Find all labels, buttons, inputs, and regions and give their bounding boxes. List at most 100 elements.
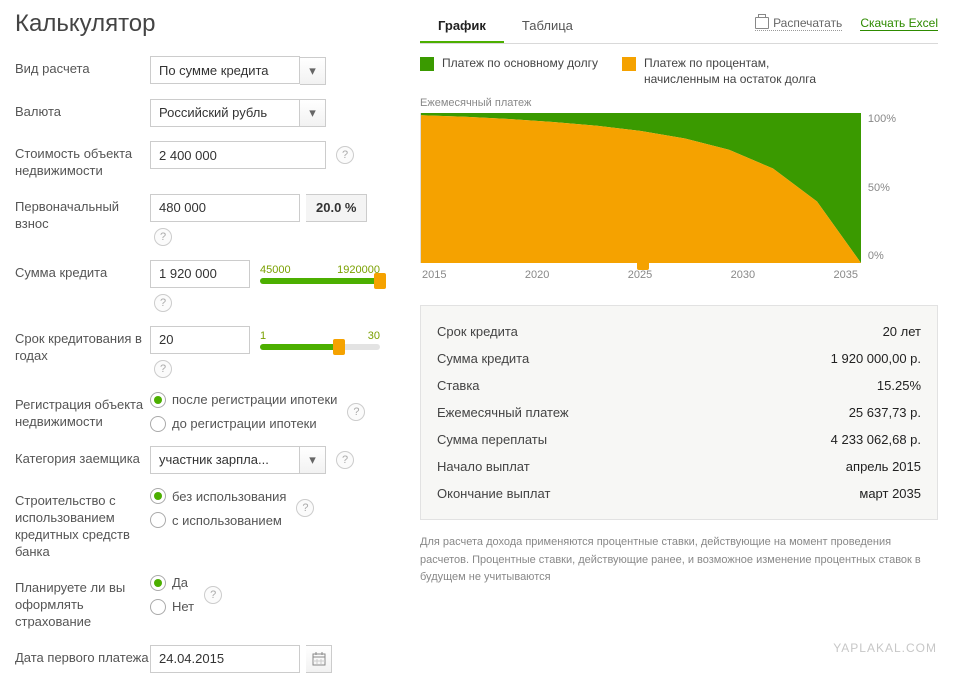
down-payment-pct: 20.0 % bbox=[306, 194, 367, 222]
calc-type-label: Вид расчета bbox=[15, 56, 150, 78]
borrower-category-select[interactable]: участник зарпла...▾ bbox=[150, 446, 326, 475]
summary-row: Ежемесячный платеж 25 637,73 р. bbox=[437, 399, 921, 426]
watermark: YAPLAKAL.COM bbox=[833, 641, 937, 655]
radio-dot-icon bbox=[150, 599, 166, 615]
term-input[interactable] bbox=[150, 326, 250, 354]
print-label: Распечатать bbox=[773, 16, 842, 30]
loan-amount-label: Сумма кредита bbox=[15, 260, 150, 282]
help-icon[interactable]: ? bbox=[154, 360, 172, 378]
calc-type-value: По сумме кредита bbox=[150, 56, 300, 84]
loan-slider-min: 45000 bbox=[260, 264, 291, 276]
radio-label: с использованием bbox=[172, 513, 282, 528]
radio-option[interactable]: до регистрации ипотеки bbox=[150, 416, 337, 432]
help-icon[interactable]: ? bbox=[336, 451, 354, 469]
excel-link[interactable]: Скачать Excel bbox=[860, 16, 938, 31]
construction-label: Строительство с использованием кредитных… bbox=[15, 488, 150, 561]
summary-value: 15.25% bbox=[877, 378, 921, 393]
payment-chart: 100%50%0% bbox=[420, 113, 860, 263]
chart-title: Ежемесячный платеж bbox=[420, 97, 938, 109]
summary-value: 25 637,73 р. bbox=[849, 405, 921, 420]
summary-label: Сумма переплаты bbox=[437, 432, 547, 447]
y-tick-label: 0% bbox=[868, 250, 896, 262]
summary-label: Ежемесячный платеж bbox=[437, 405, 569, 420]
property-cost-label: Стоимость объекта недвижимости bbox=[15, 141, 150, 180]
legend-interest-label: Платеж по процентам, начисленным на оста… bbox=[644, 56, 842, 87]
radio-dot-icon bbox=[150, 416, 166, 432]
summary-row: Ставка 15.25% bbox=[437, 372, 921, 399]
x-tick-label: 2035 bbox=[834, 269, 858, 281]
borrower-category-value: участник зарпла... bbox=[150, 446, 300, 474]
summary-row: Сумма кредита 1 920 000,00 р. bbox=[437, 345, 921, 372]
radio-option[interactable]: без использования bbox=[150, 488, 286, 504]
radio-label: Нет bbox=[172, 599, 194, 614]
radio-option[interactable]: Да bbox=[150, 575, 194, 591]
print-link[interactable]: Распечатать bbox=[755, 16, 842, 31]
help-icon[interactable]: ? bbox=[204, 586, 222, 604]
first-payment-date-input[interactable] bbox=[150, 645, 300, 673]
page-title: Калькулятор bbox=[15, 10, 395, 38]
loan-amount-slider[interactable] bbox=[260, 278, 380, 284]
loan-amount-input[interactable] bbox=[150, 260, 250, 288]
help-icon[interactable]: ? bbox=[154, 228, 172, 246]
summary-label: Начало выплат bbox=[437, 459, 530, 474]
x-tick-label: 2015 bbox=[422, 269, 446, 281]
calc-type-select[interactable]: По сумме кредита▾ bbox=[150, 56, 326, 85]
radio-label: после регистрации ипотеки bbox=[172, 392, 337, 407]
radio-label: без использования bbox=[172, 489, 286, 504]
summary-value: 20 лет bbox=[883, 324, 921, 339]
down-payment-input[interactable] bbox=[150, 194, 300, 222]
help-icon[interactable]: ? bbox=[154, 294, 172, 312]
term-slider-max: 30 bbox=[368, 330, 380, 342]
chevron-down-icon: ▾ bbox=[300, 99, 326, 127]
tab-таблица[interactable]: Таблица bbox=[504, 10, 591, 43]
summary-label: Сумма кредита bbox=[437, 351, 529, 366]
summary-value: 1 920 000,00 р. bbox=[831, 351, 921, 366]
term-slider-min: 1 bbox=[260, 330, 266, 342]
radio-option[interactable]: после регистрации ипотеки bbox=[150, 392, 337, 408]
chevron-down-icon: ▾ bbox=[300, 57, 326, 85]
summary-label: Срок кредита bbox=[437, 324, 518, 339]
help-icon[interactable]: ? bbox=[347, 403, 365, 421]
radio-label: Да bbox=[172, 575, 188, 590]
chevron-down-icon: ▾ bbox=[300, 446, 326, 474]
calendar-icon[interactable] bbox=[306, 645, 332, 673]
borrower-category-label: Категория заемщика bbox=[15, 446, 150, 468]
footnote: Для расчета дохода применяются процентны… bbox=[420, 534, 938, 587]
help-icon[interactable]: ? bbox=[336, 146, 354, 164]
radio-dot-icon bbox=[150, 392, 166, 408]
x-tick-label: 2025 bbox=[628, 269, 652, 281]
radio-option[interactable]: с использованием bbox=[150, 512, 286, 528]
currency-value: Российский рубль bbox=[150, 99, 300, 127]
summary-box: Срок кредита 20 лет Сумма кредита 1 920 000… bbox=[420, 305, 938, 520]
summary-label: Ставка bbox=[437, 378, 480, 393]
radio-option[interactable]: Нет bbox=[150, 599, 194, 615]
x-tick-label: 2020 bbox=[525, 269, 549, 281]
term-slider[interactable] bbox=[260, 344, 380, 350]
slider-handle[interactable] bbox=[374, 273, 386, 289]
radio-dot-icon bbox=[150, 575, 166, 591]
slider-handle[interactable] bbox=[333, 339, 345, 355]
radio-dot-icon bbox=[150, 488, 166, 504]
legend-swatch-principal bbox=[420, 57, 434, 71]
chart-x-handle[interactable] bbox=[637, 256, 649, 270]
y-tick-label: 100% bbox=[868, 113, 896, 125]
radio-dot-icon bbox=[150, 512, 166, 528]
excel-label: Скачать Excel bbox=[860, 16, 938, 30]
summary-row: Окончание выплатмарт 2035 bbox=[437, 480, 921, 507]
summary-value: апрель 2015 bbox=[846, 459, 921, 474]
down-payment-label: Первоначальный взнос bbox=[15, 194, 150, 233]
summary-label: Окончание выплат bbox=[437, 486, 550, 501]
summary-row: Начало выплат апрель 2015 bbox=[437, 453, 921, 480]
first-payment-date-label: Дата первого платежа bbox=[15, 645, 150, 667]
currency-select[interactable]: Российский рубль▾ bbox=[150, 99, 326, 128]
x-tick-label: 2030 bbox=[731, 269, 755, 281]
tab-график[interactable]: График bbox=[420, 10, 504, 43]
help-icon[interactable]: ? bbox=[296, 499, 314, 517]
legend-swatch-interest bbox=[622, 57, 636, 71]
print-icon bbox=[755, 17, 769, 29]
insurance-label: Планируете ли вы оформлять страхование bbox=[15, 575, 150, 631]
radio-label: до регистрации ипотеки bbox=[172, 416, 317, 431]
summary-row: Сумма переплаты4 233 062,68 р. bbox=[437, 426, 921, 453]
property-cost-input[interactable] bbox=[150, 141, 326, 169]
term-label: Срок кредитования в годах bbox=[15, 326, 150, 365]
